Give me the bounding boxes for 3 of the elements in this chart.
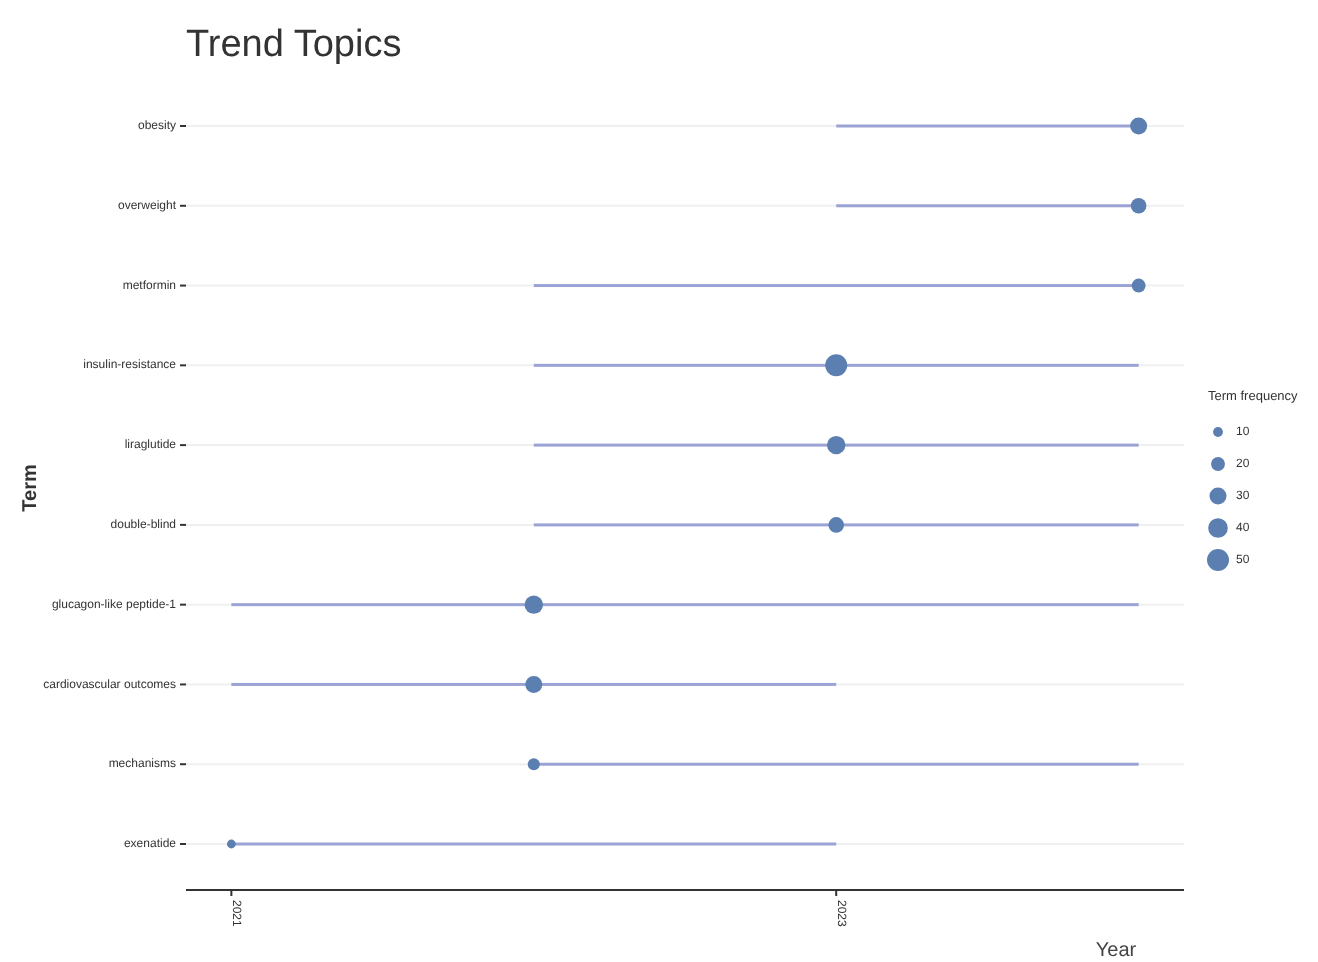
x-axis-title: Year xyxy=(1095,940,1138,962)
y-axis-title: Term xyxy=(20,464,42,512)
chart-title: Trend Topics xyxy=(186,24,402,66)
